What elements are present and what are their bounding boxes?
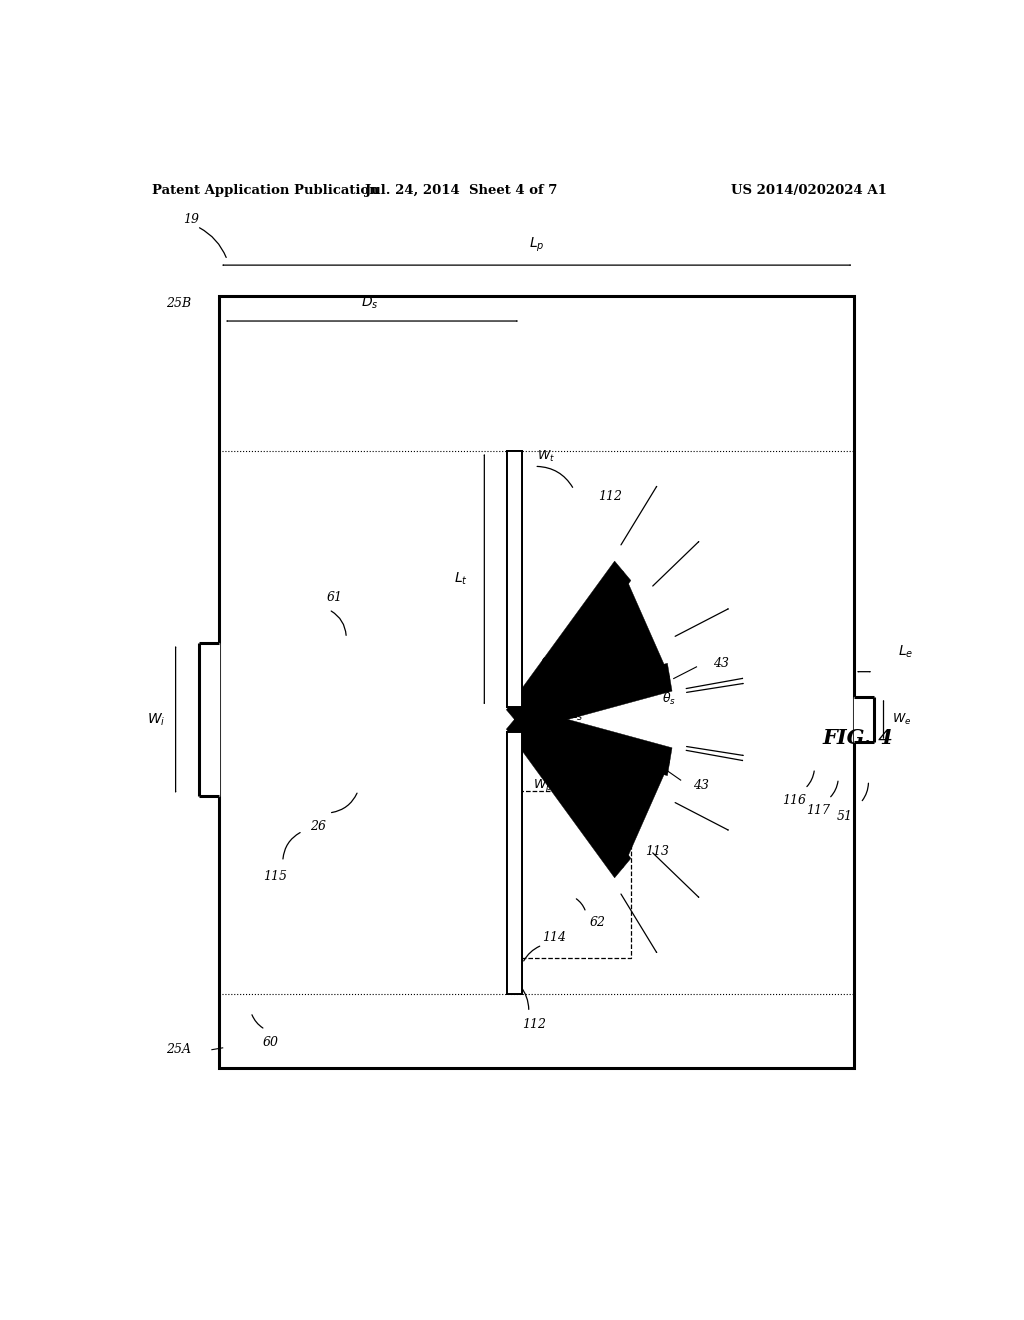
- Text: $L_e$: $L_e$: [898, 643, 913, 660]
- Text: 62: 62: [590, 916, 606, 929]
- Text: US 2014/0202024 A1: US 2014/0202024 A1: [731, 183, 887, 197]
- Text: 112: 112: [522, 1018, 547, 1031]
- Text: Patent Application Publication: Patent Application Publication: [152, 183, 379, 197]
- Text: 25A: 25A: [167, 1043, 191, 1056]
- Text: 60: 60: [263, 1036, 279, 1049]
- Text: $W_e$: $W_e$: [892, 711, 911, 727]
- Polygon shape: [514, 570, 670, 719]
- Text: 43: 43: [713, 657, 729, 671]
- Text: $W_p$: $W_p$: [532, 777, 552, 795]
- Bar: [219, 296, 854, 1068]
- Text: $D_t$: $D_t$: [526, 733, 542, 747]
- Polygon shape: [854, 697, 874, 742]
- Text: 61: 61: [327, 591, 342, 605]
- Text: $W_i$: $W_i$: [146, 711, 165, 727]
- Text: 26: 26: [310, 820, 327, 833]
- Polygon shape: [512, 705, 672, 776]
- Bar: [507, 451, 522, 708]
- Text: $W_s$: $W_s$: [621, 610, 639, 626]
- Bar: [507, 731, 522, 994]
- Text: $\theta_t$: $\theta_t$: [540, 656, 553, 672]
- Text: FIG. 4: FIG. 4: [822, 727, 894, 747]
- Polygon shape: [506, 561, 631, 729]
- Bar: [508, 791, 631, 958]
- Bar: [507, 731, 522, 994]
- Text: 19: 19: [183, 213, 200, 226]
- Polygon shape: [512, 663, 672, 734]
- Text: 114: 114: [542, 932, 566, 945]
- Text: $L_t$: $L_t$: [454, 572, 467, 587]
- Polygon shape: [506, 710, 631, 878]
- Text: $D_s$: $D_s$: [361, 294, 379, 312]
- Polygon shape: [514, 719, 670, 869]
- Text: 43: 43: [693, 779, 709, 792]
- Text: 112: 112: [598, 490, 622, 503]
- Text: 25B: 25B: [166, 297, 191, 310]
- Text: 113: 113: [645, 845, 670, 858]
- Text: $L_s$: $L_s$: [569, 706, 584, 722]
- Text: $W_t$: $W_t$: [538, 449, 555, 463]
- Text: 117: 117: [807, 804, 830, 817]
- Text: $L_p$: $L_p$: [529, 236, 545, 253]
- Polygon shape: [200, 643, 219, 796]
- Text: 116: 116: [782, 795, 807, 808]
- Text: 51: 51: [837, 809, 853, 822]
- Text: Jul. 24, 2014  Sheet 4 of 7: Jul. 24, 2014 Sheet 4 of 7: [366, 183, 557, 197]
- Bar: [507, 451, 522, 708]
- Text: $\theta_s$: $\theta_s$: [663, 692, 676, 708]
- Text: 115: 115: [263, 870, 287, 883]
